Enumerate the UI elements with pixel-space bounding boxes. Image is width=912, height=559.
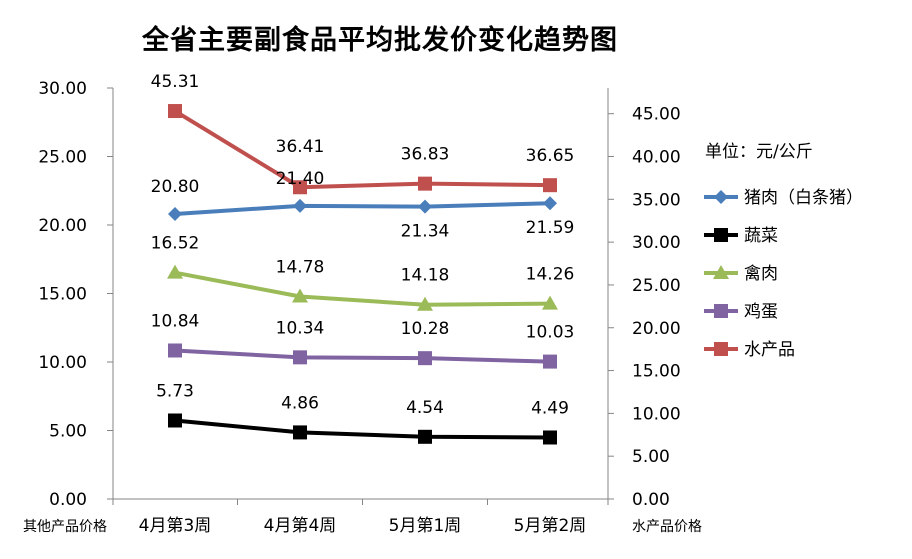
- data-label: 36.65: [526, 146, 575, 166]
- series-line: [173, 109, 552, 190]
- legend-item-label: 鸡蛋: [744, 302, 778, 322]
- data-point: [168, 104, 182, 119]
- right-tick-label: 5.00: [632, 447, 670, 467]
- data-point: [418, 351, 432, 366]
- data-point: [168, 343, 182, 358]
- right-tick-label: 15.00: [632, 362, 681, 382]
- left-tick-label: 30.00: [38, 79, 87, 99]
- data-label: 21.59: [526, 218, 575, 238]
- data-label: 14.18: [401, 266, 450, 286]
- left-tick-label: 0.00: [49, 490, 87, 510]
- data-label: 45.31: [151, 72, 200, 92]
- right-axis-title: 水产品价格: [632, 519, 702, 535]
- left-tick-label: 5.00: [49, 422, 87, 442]
- right-tick-label: 35.00: [632, 190, 681, 210]
- chart-title: 全省主要副食品平均批发价变化趋势图: [142, 25, 618, 56]
- chart-data-labels: 20.80 21.40 21.34 21.59 5.73 4.86 4.54 4.49 16.5…: [151, 72, 575, 418]
- data-point: [292, 288, 308, 303]
- data-point: [293, 180, 307, 195]
- data-label: 21.34: [401, 222, 450, 242]
- legend-item-label: 水产品: [744, 340, 795, 360]
- data-point: [168, 413, 182, 428]
- right-tick-label: 20.00: [632, 319, 681, 339]
- data-point: [543, 354, 557, 369]
- data-point: [167, 264, 183, 279]
- legend-unit-label: 单位：元/公斤: [705, 142, 813, 162]
- data-point: [417, 296, 433, 311]
- x-category-label: 5月第2周: [514, 516, 587, 536]
- legend-swatch-marker: [714, 228, 728, 242]
- data-point: [543, 178, 557, 193]
- data-label: 16.52: [151, 234, 200, 254]
- legend-swatch-marker: [714, 304, 728, 318]
- x-category-label: 4月第3周: [139, 516, 212, 536]
- series-line: [173, 418, 552, 440]
- data-point: [543, 196, 557, 211]
- chart-series: [167, 104, 558, 445]
- left-axis-title: 其他产品价格: [23, 519, 107, 535]
- data-point: [418, 429, 432, 444]
- data-point: [418, 199, 432, 214]
- data-label: 10.34: [276, 318, 325, 338]
- data-label: 20.80: [151, 177, 200, 197]
- data-label: 10.28: [401, 319, 450, 339]
- series-line: [173, 201, 552, 217]
- legend-swatch-marker: [714, 342, 728, 356]
- left-tick-label: 10.00: [38, 353, 87, 373]
- x-category-label: 4月第4周: [264, 516, 337, 536]
- series-line: [173, 270, 552, 307]
- left-tick-label: 15.00: [38, 285, 87, 305]
- left-tick-label: 25.00: [38, 148, 87, 168]
- x-category-label: 5月第1周: [389, 516, 462, 536]
- data-label: 5.73: [156, 381, 194, 401]
- data-label: 14.26: [526, 265, 575, 285]
- right-tick-label: 25.00: [632, 276, 681, 296]
- data-label: 21.40: [276, 169, 325, 189]
- data-point: [542, 295, 558, 310]
- data-point: [293, 198, 307, 213]
- data-point: [293, 425, 307, 440]
- chart-axes: 0.00 5.00 10.00 15.00 20.00 25.00 30.00 0.00 5.0…: [23, 79, 702, 536]
- data-label: 14.78: [276, 258, 325, 278]
- data-label: 4.49: [531, 398, 569, 418]
- left-tick-label: 20.00: [38, 216, 87, 236]
- right-tick-label: 45.00: [632, 105, 681, 125]
- legend-item-label: 禽肉: [744, 264, 778, 284]
- legend-item-label: 猪肉（白条猪）: [744, 188, 863, 208]
- right-tick-label: 40.00: [632, 148, 681, 168]
- data-point: [168, 207, 182, 222]
- data-point: [543, 430, 557, 445]
- series-line: [173, 348, 552, 364]
- data-label: 10.03: [526, 323, 575, 343]
- right-tick-label: 30.00: [632, 233, 681, 253]
- legend-swatch-marker: [714, 190, 728, 204]
- legend-swatch-marker: [713, 265, 729, 279]
- data-label: 36.83: [401, 145, 450, 165]
- data-label: 36.41: [276, 137, 325, 157]
- data-point: [293, 350, 307, 365]
- data-label: 4.86: [281, 393, 319, 413]
- data-label: 4.54: [406, 398, 444, 418]
- right-tick-label: 10.00: [632, 404, 681, 424]
- data-label: 10.84: [151, 311, 200, 331]
- legend-item-label: 蔬菜: [744, 226, 778, 246]
- data-point: [418, 176, 432, 191]
- right-tick-label: 0.00: [632, 490, 670, 510]
